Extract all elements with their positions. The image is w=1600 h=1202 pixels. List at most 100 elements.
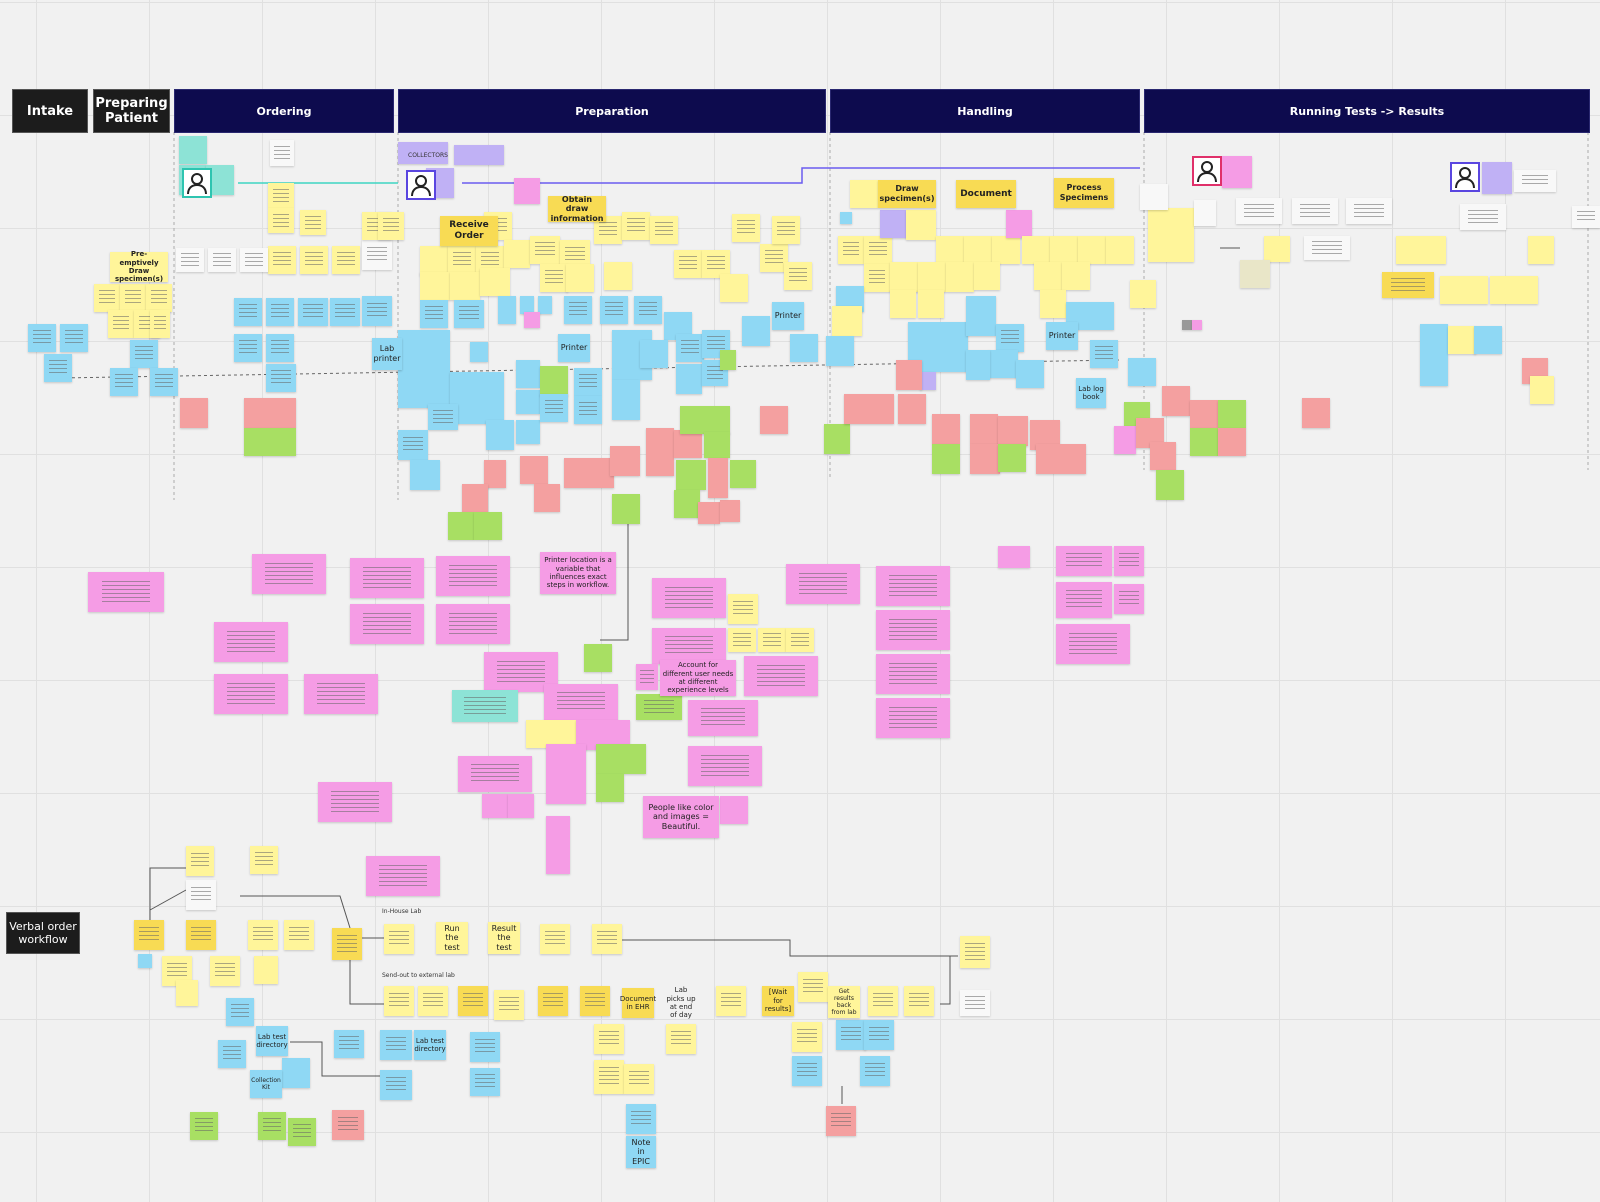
sticky-text <box>98 290 116 305</box>
sticky-text <box>679 256 697 271</box>
sticky-text <box>569 302 587 317</box>
sticky <box>1490 276 1538 304</box>
sticky <box>332 1110 364 1140</box>
sticky-text <box>644 699 674 714</box>
sticky <box>1346 198 1392 224</box>
sticky-text <box>557 691 605 711</box>
sticky <box>94 284 120 312</box>
workflow-title: Verbal order workflow <box>6 912 80 954</box>
sticky <box>250 846 278 874</box>
sticky-text <box>789 268 807 283</box>
sticky <box>792 1056 822 1086</box>
sticky <box>450 272 480 300</box>
sticky <box>482 794 508 818</box>
sticky <box>332 246 360 274</box>
sticky <box>516 390 540 414</box>
sticky-text <box>423 992 443 1009</box>
sticky <box>624 1064 654 1094</box>
sticky-text <box>665 586 713 608</box>
sticky <box>366 856 440 896</box>
sticky <box>332 928 362 960</box>
sticky <box>428 404 458 430</box>
sticky-text <box>1244 203 1274 218</box>
sticky-text <box>239 340 257 355</box>
sticky <box>304 674 378 714</box>
sticky <box>698 502 720 524</box>
sticky-text <box>385 1076 407 1093</box>
sticky <box>470 1068 500 1096</box>
sticky-text <box>831 1112 851 1129</box>
sticky <box>1022 236 1050 264</box>
sticky <box>760 406 788 434</box>
sticky-text <box>585 992 605 1009</box>
sticky-text <box>701 754 749 776</box>
sticky <box>1114 426 1136 454</box>
sticky-text <box>317 682 365 704</box>
sticky <box>458 756 532 792</box>
sticky <box>282 1058 310 1088</box>
sticky <box>868 986 898 1016</box>
sticky <box>540 264 568 292</box>
sticky <box>918 262 946 292</box>
sticky-text <box>579 374 597 389</box>
sticky-text <box>272 213 290 227</box>
sticky-text <box>475 1074 495 1089</box>
sticky-text <box>363 566 411 588</box>
sticky <box>1218 400 1246 428</box>
sticky-text <box>124 290 142 305</box>
sticky-text <box>889 574 937 596</box>
sticky <box>674 490 700 518</box>
sticky <box>702 250 730 278</box>
sticky-note: Printer <box>558 334 590 362</box>
sticky <box>676 334 704 362</box>
sticky <box>350 558 424 598</box>
sticky <box>44 354 72 382</box>
sticky <box>266 298 294 326</box>
sticky-note: Document <box>956 180 1016 208</box>
sticky-text <box>463 992 483 1009</box>
sticky-text <box>707 256 725 271</box>
sticky <box>720 274 748 302</box>
sticky-text <box>403 436 423 453</box>
sticky <box>876 610 950 650</box>
sticky <box>1292 198 1338 224</box>
sticky <box>1162 386 1190 416</box>
sticky <box>1218 428 1246 456</box>
sticky-text <box>305 252 323 267</box>
sticky <box>898 394 926 424</box>
sticky <box>384 924 414 954</box>
sticky <box>832 306 862 336</box>
sticky <box>612 380 640 420</box>
sticky-text <box>181 253 199 266</box>
sticky <box>130 340 158 368</box>
sticky <box>436 604 510 644</box>
sticky <box>784 262 812 290</box>
sticky <box>318 782 392 822</box>
sticky <box>398 142 448 164</box>
avatar <box>182 168 212 198</box>
sticky-text <box>869 242 887 257</box>
sticky-text <box>463 697 507 714</box>
sticky <box>462 484 488 512</box>
sticky <box>526 720 576 748</box>
sticky <box>300 246 328 274</box>
sticky <box>350 604 424 644</box>
sticky <box>110 368 138 396</box>
sticky-text <box>627 218 645 233</box>
stage-header: Preparation <box>398 89 826 133</box>
sticky <box>1382 272 1434 298</box>
sticky <box>720 350 736 370</box>
sticky <box>486 420 514 450</box>
sticky <box>226 998 254 1026</box>
sticky-text <box>331 790 379 812</box>
sticky <box>920 372 936 390</box>
sticky <box>880 210 908 238</box>
sticky <box>474 512 502 540</box>
sticky <box>840 212 852 224</box>
sticky-text <box>227 682 275 704</box>
sticky <box>786 628 814 652</box>
sticky <box>470 1032 500 1062</box>
avatar <box>406 170 436 200</box>
sticky-text <box>227 630 275 652</box>
